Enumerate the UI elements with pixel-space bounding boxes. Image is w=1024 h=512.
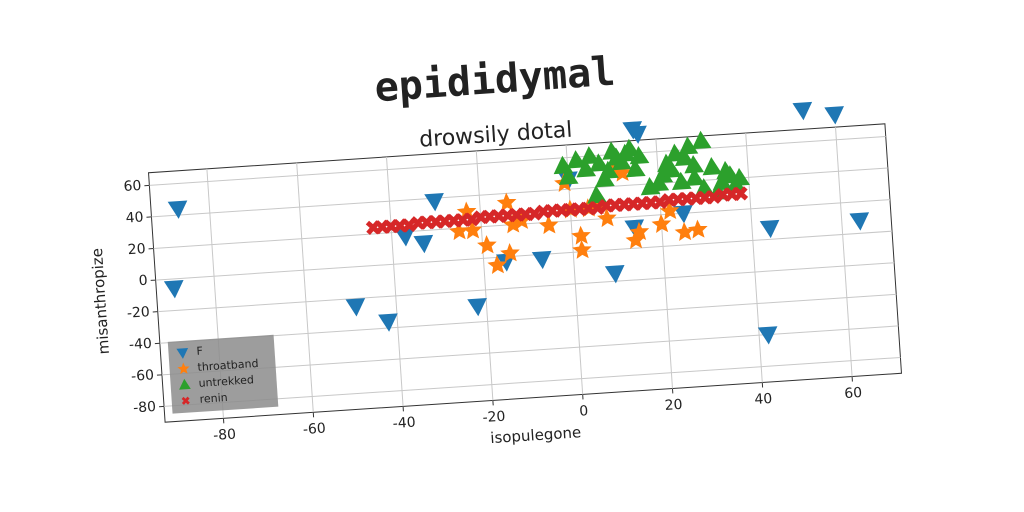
- point: [659, 200, 680, 220]
- grid-line: [164, 356, 901, 407]
- legend-label: throatband: [197, 357, 259, 374]
- legend-label: F: [196, 345, 203, 358]
- point: [759, 219, 780, 239]
- point: [612, 162, 632, 182]
- x-tick-label: -20: [482, 409, 506, 426]
- y-tick-label: 60: [123, 178, 142, 195]
- legend-marker: [177, 362, 190, 375]
- point: [691, 130, 712, 150]
- point: [687, 219, 708, 239]
- grid-line: [386, 156, 404, 407]
- point: [597, 208, 617, 228]
- grid-line: [835, 127, 853, 377]
- x-tick-label: -40: [392, 415, 416, 432]
- grid: [149, 127, 901, 419]
- point: [626, 158, 646, 178]
- x-tick-label: 0: [579, 403, 589, 420]
- point: [792, 101, 813, 121]
- grid-line: [745, 133, 763, 383]
- point: [685, 167, 705, 187]
- point: [674, 221, 695, 241]
- y-tick-label: 40: [125, 209, 144, 226]
- point: [629, 221, 650, 241]
- legend-marker: [176, 347, 189, 359]
- x-tick-label: 20: [664, 397, 683, 414]
- point: [604, 265, 625, 284]
- y-axis-label: misanthropize: [88, 247, 113, 354]
- point: [849, 212, 870, 231]
- point: [824, 106, 844, 125]
- point: [651, 213, 672, 233]
- point: [627, 125, 647, 144]
- legend-label: untrekked: [198, 373, 254, 390]
- y-tick-label: 0: [138, 273, 148, 290]
- grid-line: [161, 325, 899, 376]
- point: [500, 243, 520, 263]
- x-tick-label: 40: [754, 391, 773, 408]
- point: [580, 146, 600, 165]
- point: [589, 153, 610, 172]
- point: [462, 220, 483, 240]
- point: [673, 204, 693, 224]
- grid-line: [159, 293, 897, 344]
- plot-frame: [147, 123, 903, 423]
- point: [620, 138, 640, 158]
- x-tick-label: -60: [302, 421, 326, 438]
- point: [487, 255, 508, 275]
- point: [730, 167, 751, 187]
- grid-line: [149, 135, 886, 186]
- point: [662, 159, 682, 179]
- point: [345, 298, 366, 317]
- y-tick-label: -80: [133, 399, 157, 416]
- point: [733, 186, 749, 202]
- point: [538, 215, 559, 235]
- point: [757, 326, 778, 345]
- y-tick-label: -60: [131, 367, 155, 384]
- point: [467, 297, 487, 317]
- grid-line: [296, 162, 314, 413]
- plot: drowsily dotal isopulegone misanthropize…: [88, 101, 903, 447]
- grid-line: [475, 150, 494, 401]
- grid-line: [151, 167, 888, 218]
- legend-marker: [181, 396, 190, 405]
- grid-line: [155, 230, 893, 281]
- point: [572, 239, 592, 259]
- point: [378, 313, 398, 332]
- point: [576, 159, 597, 178]
- y-tick-label: 20: [127, 241, 146, 258]
- legend-marker: [179, 378, 191, 390]
- point: [674, 147, 695, 167]
- point: [558, 166, 579, 185]
- point: [496, 192, 517, 212]
- point: [587, 185, 607, 204]
- point: [702, 157, 723, 176]
- y-tick-label: -20: [126, 304, 150, 321]
- legend-label: renin: [199, 391, 228, 406]
- point: [413, 234, 434, 254]
- y-tick-label: -40: [129, 336, 153, 353]
- legend-box: [167, 334, 279, 414]
- x-tick-label: 60: [844, 385, 863, 402]
- grid-line: [157, 262, 895, 313]
- point: [424, 192, 444, 212]
- chart-title: epididymal: [373, 49, 616, 112]
- x-axis-label: isopulegone: [490, 423, 582, 447]
- point: [167, 200, 188, 219]
- point: [531, 250, 552, 270]
- chart-subtitle: drowsily dotal: [418, 118, 573, 153]
- point: [163, 280, 184, 299]
- point: [477, 235, 497, 255]
- point: [678, 136, 699, 155]
- x-tick-label: -80: [213, 427, 237, 444]
